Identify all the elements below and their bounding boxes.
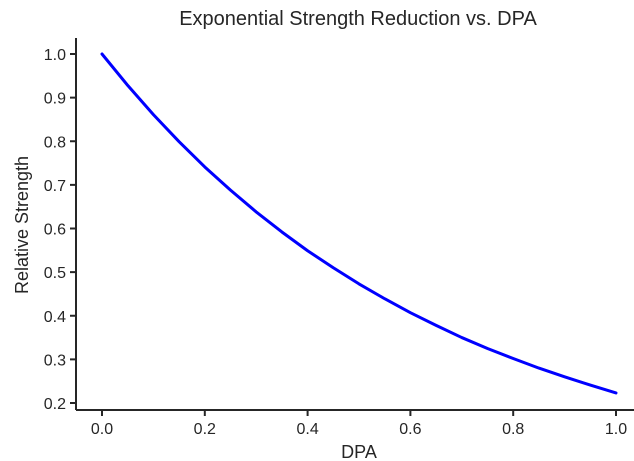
y-tick-label: 0.7 (44, 178, 66, 195)
y-tick-label: 0.5 (44, 265, 66, 282)
data-point (486, 347, 489, 350)
x-tick-label: 0.6 (399, 421, 421, 438)
data-point (332, 266, 335, 269)
data-point (280, 230, 283, 233)
y-tick-label: 0.2 (44, 396, 66, 413)
data-point (435, 324, 438, 327)
y-tick-label: 0.9 (44, 91, 66, 108)
data-point (563, 375, 566, 378)
axes (75, 38, 634, 411)
data-line (100, 52, 618, 395)
data-point (306, 249, 309, 252)
y-tick-label: 0.3 (44, 352, 66, 369)
data-point (358, 282, 361, 285)
x-ticks: 0.0 0.2 0.4 0.6 0.8 1.0 (91, 410, 627, 438)
data-point (229, 189, 232, 192)
x-tick-label: 0.2 (194, 421, 216, 438)
data-points (101, 53, 618, 395)
data-point (512, 357, 515, 360)
y-tick-label: 0.8 (44, 134, 66, 151)
x-tick-label: 1.0 (605, 421, 627, 438)
data-point (460, 336, 463, 339)
data-point (203, 165, 206, 168)
data-point (101, 53, 104, 56)
data-point (255, 210, 258, 213)
y-tick-label: 1.0 (44, 47, 66, 64)
x-tick-label: 0.0 (91, 421, 113, 438)
x-tick-label: 0.4 (296, 421, 318, 438)
y-tick-label: 0.6 (44, 222, 66, 239)
data-point (178, 140, 181, 143)
data-point (615, 391, 618, 394)
y-ticks: 0.2 0.3 0.4 0.5 0.6 0.7 0.8 0.9 1.0 (44, 47, 76, 413)
x-axis-label: DPA (341, 442, 377, 461)
y-axis-label: Relative Strength (12, 156, 32, 294)
data-point (589, 384, 592, 387)
data-point (409, 311, 412, 314)
data-point (383, 297, 386, 300)
x-tick-label: 0.8 (502, 421, 524, 438)
data-point (152, 113, 155, 116)
chart-title: Exponential Strength Reduction vs. DPA (179, 8, 537, 30)
data-point (537, 367, 540, 370)
data-point (126, 84, 129, 87)
y-tick-label: 0.4 (44, 309, 66, 326)
